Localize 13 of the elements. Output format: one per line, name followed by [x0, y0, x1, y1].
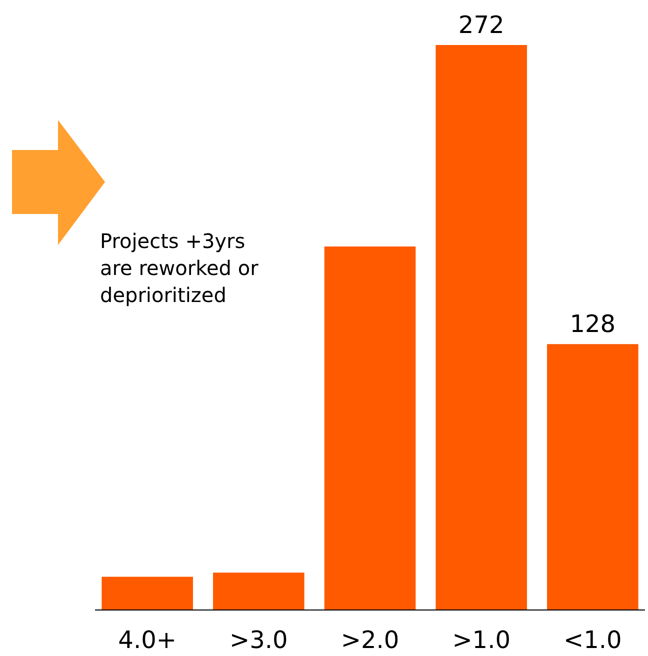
bar — [324, 246, 416, 610]
x-tick-label: >3.0 — [230, 626, 288, 654]
bar — [547, 344, 638, 610]
x-tick-label: <1.0 — [564, 626, 622, 654]
annotation: Projects +3yrs are reworked or deprioritized — [100, 229, 260, 307]
x-tick-label: >1.0 — [452, 626, 510, 654]
x-tick-label: >2.0 — [340, 626, 400, 654]
data-label: 272 — [458, 11, 504, 39]
bar — [436, 45, 527, 610]
x-tick-label: 4.0+ — [118, 626, 176, 654]
bar — [102, 576, 193, 610]
data-label: 128 — [570, 310, 616, 338]
bar — [213, 572, 304, 610]
